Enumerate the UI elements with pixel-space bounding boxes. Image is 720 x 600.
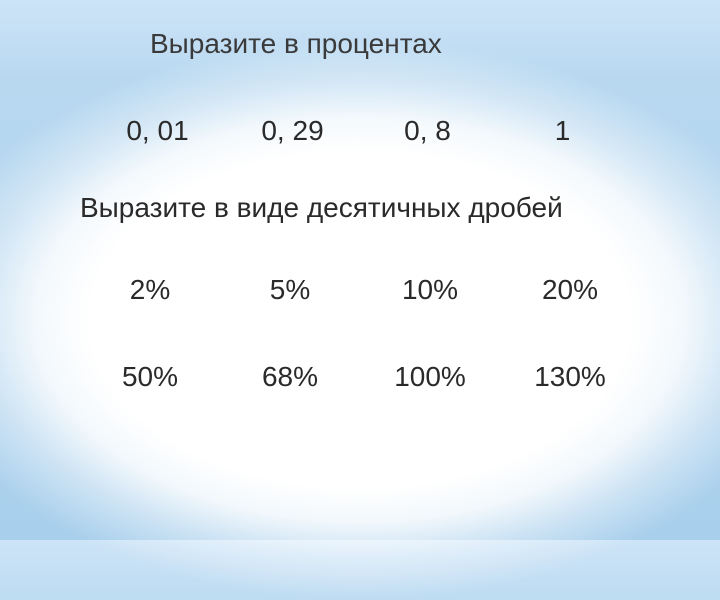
- heading-decimal-fractions: Выразите в виде десятичных дробей: [80, 192, 660, 224]
- decimal-value: 0, 29: [225, 115, 360, 147]
- percent-value: 10%: [360, 274, 500, 306]
- decimal-value: 1: [495, 115, 630, 147]
- percent-value: 100%: [360, 361, 500, 393]
- percent-value: 68%: [220, 361, 360, 393]
- decimals-row: 0, 01 0, 29 0, 8 1: [60, 115, 660, 147]
- decimal-value: 0, 01: [90, 115, 225, 147]
- percents-row-2: 50% 68% 100% 130%: [60, 361, 660, 393]
- decimal-value: 0, 8: [360, 115, 495, 147]
- percent-value: 130%: [500, 361, 640, 393]
- percent-value: 5%: [220, 274, 360, 306]
- percents-row-1: 2% 5% 10% 20%: [60, 274, 660, 306]
- percent-value: 20%: [500, 274, 640, 306]
- percent-value: 50%: [80, 361, 220, 393]
- percent-value: 2%: [80, 274, 220, 306]
- slide-content: Выразите в процентах 0, 01 0, 29 0, 8 1 …: [0, 0, 720, 540]
- heading-percent: Выразите в процентах: [150, 28, 660, 60]
